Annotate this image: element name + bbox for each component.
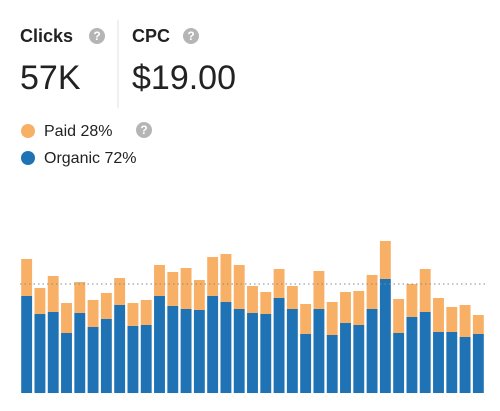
bar-segment — [21, 296, 33, 393]
bar-segment — [167, 272, 179, 306]
bar-segment — [34, 314, 46, 393]
bar-segment — [247, 313, 258, 393]
bar-segment — [406, 317, 418, 393]
bar-segment — [340, 323, 351, 393]
bar-segment — [100, 293, 112, 319]
bar-segment — [247, 286, 258, 313]
bar-segment — [340, 292, 351, 323]
help-icon-text: ? — [187, 29, 194, 43]
bar-segment — [353, 325, 365, 393]
bar-segment — [406, 284, 418, 317]
bar-segment — [313, 271, 325, 309]
bar-segment — [154, 265, 165, 296]
help-icon[interactable] — [183, 28, 199, 44]
metric-value: $19.00 — [132, 59, 236, 97]
bar-segment — [366, 275, 378, 309]
bar-segment — [393, 299, 405, 333]
bar-segment — [233, 265, 245, 309]
bar-segment — [207, 296, 219, 393]
bar-segment — [273, 269, 285, 298]
bar-segment — [286, 286, 298, 309]
bar-segment — [87, 327, 99, 393]
bar-segment — [21, 259, 33, 296]
bar-segment — [193, 280, 205, 310]
bar-segment — [472, 315, 484, 334]
help-icon[interactable] — [89, 28, 105, 44]
bar-segment — [167, 306, 179, 393]
bar-segment — [446, 307, 458, 332]
bar-segment — [326, 335, 338, 393]
bar-segment — [127, 326, 139, 393]
bar-segment — [419, 312, 431, 393]
bar-segment — [393, 333, 405, 393]
metric-value: 57K — [20, 59, 81, 97]
bar-segment — [273, 298, 285, 393]
bar-segment — [233, 309, 245, 393]
bar-segment — [260, 292, 272, 314]
bar-segment — [193, 310, 205, 393]
help-icon-text: ? — [140, 123, 147, 137]
bar-segment — [61, 303, 72, 333]
bar-segment — [353, 291, 365, 325]
bar-segment — [433, 298, 444, 332]
bar-segment — [140, 325, 152, 393]
bar-segment — [326, 302, 338, 335]
bar-segment — [180, 268, 192, 309]
bar-segment — [47, 276, 59, 312]
bar-segment — [419, 269, 431, 312]
bar-segment — [313, 309, 325, 393]
bar-segment — [74, 313, 86, 393]
bar-segment — [366, 309, 378, 393]
bar-segment — [100, 319, 112, 393]
bar-segment — [220, 302, 232, 393]
bar-segment — [286, 309, 298, 393]
bar-segment — [114, 305, 126, 393]
bar-segment — [433, 332, 444, 393]
bar-segment — [127, 303, 139, 326]
bar-segment — [47, 312, 59, 393]
legend-swatch — [21, 151, 35, 165]
bar-segment — [220, 254, 232, 302]
bar-segment — [74, 282, 86, 313]
metric-label: CPC — [132, 26, 170, 46]
legend-swatch — [21, 124, 35, 138]
bar-segment — [61, 333, 72, 393]
bar-segment — [459, 305, 471, 337]
bar-segment — [87, 300, 99, 327]
bar-segment — [154, 296, 165, 393]
help-icon-text: ? — [93, 29, 100, 43]
bar-segment — [34, 288, 46, 314]
metric-label: Clicks — [20, 26, 73, 46]
bar-segment — [260, 314, 272, 393]
bar-segment — [300, 304, 312, 334]
bar-segment — [180, 309, 192, 393]
legend-label: Paid 28% — [44, 123, 113, 140]
legend-label: Organic 72% — [44, 150, 137, 167]
bar-segment — [114, 278, 126, 305]
bar-segment — [140, 300, 152, 325]
bar-segment — [459, 337, 471, 393]
help-icon[interactable] — [136, 122, 152, 138]
bar-segment — [379, 241, 391, 279]
bar-segment — [472, 334, 484, 393]
bar-segment — [207, 257, 219, 296]
bar-segment — [379, 279, 391, 393]
bar-segment — [446, 332, 458, 393]
bar-segment — [300, 334, 312, 393]
